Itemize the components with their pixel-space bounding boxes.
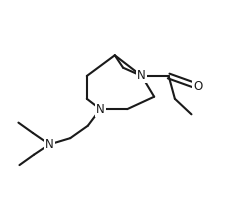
Text: N: N — [137, 70, 146, 83]
Text: N: N — [45, 138, 54, 151]
Text: O: O — [193, 80, 202, 93]
Text: N: N — [96, 103, 105, 116]
